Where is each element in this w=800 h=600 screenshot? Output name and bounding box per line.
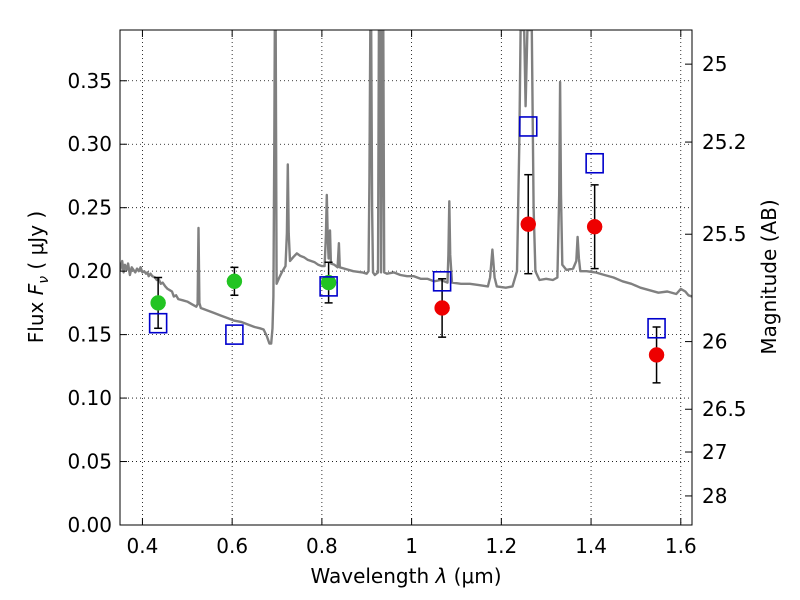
red-photometry-point <box>434 300 450 316</box>
model-photometry-box <box>585 152 604 174</box>
y2-tick-label: 25 <box>702 52 727 76</box>
x-tick-label: 0.4 <box>127 534 159 558</box>
model-photometry-box <box>148 312 168 334</box>
spectrum-layer <box>120 30 692 345</box>
y-tick-label: 0.05 <box>67 450 112 474</box>
green-photometry-point <box>150 295 166 311</box>
red-photometry-point <box>520 216 537 232</box>
y2-tick-label: 27 <box>702 440 727 464</box>
x-axis-title: Wavelength λ (μm) <box>310 564 501 588</box>
y-tick-label: 0.30 <box>67 132 112 156</box>
spectrum-line <box>120 30 692 345</box>
y-tick-label: 0.00 <box>67 513 112 537</box>
x-tick-label: 1.6 <box>665 534 697 558</box>
red-photometry-point <box>586 218 603 235</box>
y-tick-label: 0.25 <box>67 196 112 220</box>
x-tick-label: 1.4 <box>575 534 607 558</box>
y-tick-label: 0.35 <box>67 69 112 93</box>
y2-axis-title: Magnitude (AB) <box>757 199 781 354</box>
model-photometry-box <box>432 271 452 292</box>
x-tick-label: 1 <box>405 534 418 558</box>
red-photometry-point <box>648 347 665 363</box>
x-tick-label: 1.2 <box>485 534 517 558</box>
y-axis-title: Flux Fν ( μJy ) <box>24 211 52 343</box>
model-photometry-box <box>225 324 244 345</box>
plot-background <box>120 30 692 525</box>
model-photometry-box <box>518 116 538 137</box>
y-tick-label: 0.10 <box>67 386 112 410</box>
y2-tick-label: 26.5 <box>702 397 747 421</box>
x-tick-label: 0.8 <box>306 534 338 558</box>
plot-frame <box>119 29 693 526</box>
green-photometry-point <box>320 274 337 291</box>
model-photometry-box <box>319 276 338 297</box>
y2-tick-label: 25.2 <box>702 130 747 154</box>
y-tick-label: 0.20 <box>67 259 112 283</box>
ticks: 0.4 0.6 0.8 1 1.2 1.4 1.6 0.00 0.05 0.10 0.15 0.20 0… <box>67 30 747 558</box>
green-photometry-point <box>226 273 243 290</box>
y2-tick-label: 25.5 <box>702 222 747 246</box>
x-tick-label: 0.6 <box>216 534 248 558</box>
y2-tick-label: 28 <box>702 484 727 508</box>
model-photometry-box <box>647 317 666 339</box>
y-tick-label: 0.15 <box>67 323 112 347</box>
y2-tick-label: 26 <box>702 330 727 354</box>
marks-layer <box>148 116 666 384</box>
